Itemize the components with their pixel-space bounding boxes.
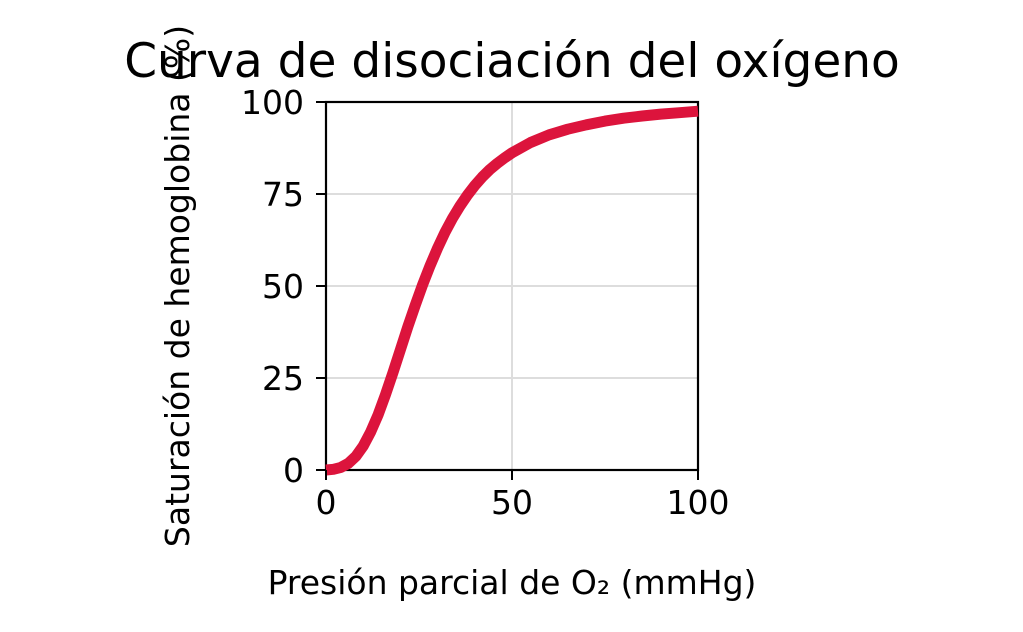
- tick-layer: 0 50 100 0 25 50 75 100: [241, 83, 730, 522]
- y-tick-label: 25: [262, 359, 304, 398]
- x-tick-label: 0: [316, 483, 337, 522]
- x-axis-label: Presión parcial de O₂ (mmHg): [268, 563, 757, 602]
- x-tick-label: 50: [491, 483, 533, 522]
- y-axis-label: Saturación de hemoglobina (%): [158, 25, 197, 547]
- chart-title: Curva de disociación del oxígeno: [124, 34, 900, 89]
- series-layer: [325, 105, 699, 476]
- y-tick-label: 0: [283, 451, 304, 490]
- series-line: [325, 105, 699, 476]
- x-tick-label: 100: [667, 483, 730, 522]
- y-tick-label: 100: [241, 83, 304, 122]
- y-tick-label: 75: [262, 175, 304, 214]
- y-tick-label: 50: [262, 267, 304, 306]
